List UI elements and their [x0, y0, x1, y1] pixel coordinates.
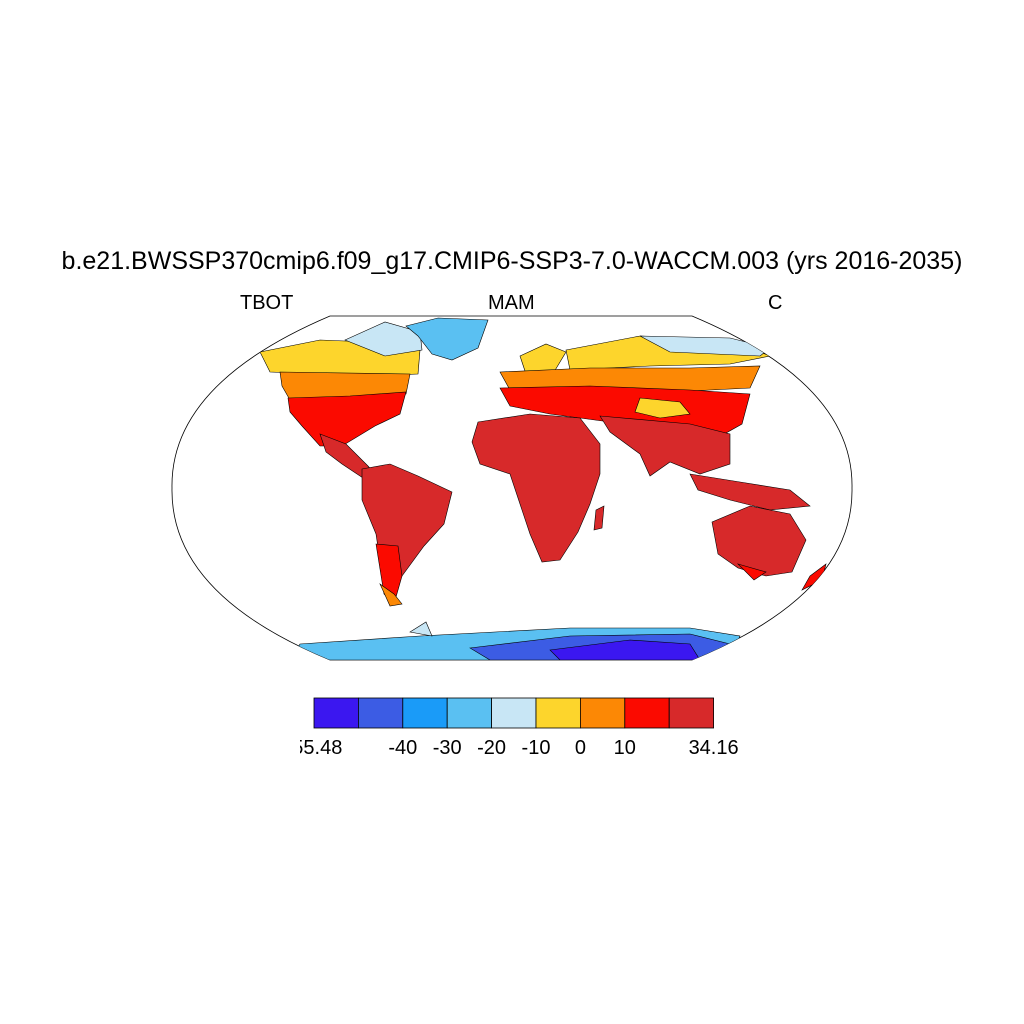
world-temperature-map — [171, 315, 853, 661]
madagascar — [593, 505, 605, 531]
colorbar-box — [535, 697, 581, 729]
variable-label: TBOT — [240, 292, 294, 314]
colorbar: -55.48 -40 -30 -20 -10 0 10 34.16 — [300, 697, 739, 759]
plot-title: b.e21.BWSSP370cmip6.f09_g17.CMIP6-SSP3-7… — [61, 247, 963, 275]
antarctic-peninsula — [409, 621, 433, 637]
greenland — [405, 317, 489, 361]
colorbar-tick-label: 10 — [614, 737, 636, 759]
south-asia — [599, 415, 731, 477]
canada-arctic — [344, 321, 423, 357]
season-label: MAM — [488, 292, 535, 314]
africa — [471, 413, 601, 563]
colorbar-tick-label: -55.48 — [300, 737, 342, 759]
colorbar-boxes — [313, 697, 715, 729]
colorbar-tick-label: -30 — [433, 737, 462, 759]
colorbar-labels: -55.48 -40 -30 -20 -10 0 10 34.16 — [300, 737, 739, 759]
colorbar-box — [402, 697, 448, 729]
colorbar-tick-label: -20 — [477, 737, 506, 759]
colorbar-box — [313, 697, 359, 729]
australia — [711, 505, 807, 577]
colorbar-tick-label: 34.16 — [689, 737, 739, 759]
patagonia — [379, 583, 403, 607]
southeast-asia-islands — [689, 473, 811, 511]
colorbar-box — [624, 697, 670, 729]
colorbar-tick-label: -10 — [522, 737, 551, 759]
tibet-plateau — [634, 397, 691, 419]
colorbar-box — [491, 697, 537, 729]
australia-south — [736, 563, 767, 581]
north-america-warm — [287, 391, 407, 447]
colorbar-box — [668, 697, 715, 729]
units-label: C — [768, 292, 783, 314]
antarctica-interior — [549, 639, 701, 660]
colorbar-box — [446, 697, 492, 729]
colorbar-box — [579, 697, 626, 729]
colorbar-box — [358, 697, 404, 729]
colorbar-tick-label: -40 — [388, 737, 417, 759]
colorbar-tick-label: 0 — [575, 737, 586, 759]
